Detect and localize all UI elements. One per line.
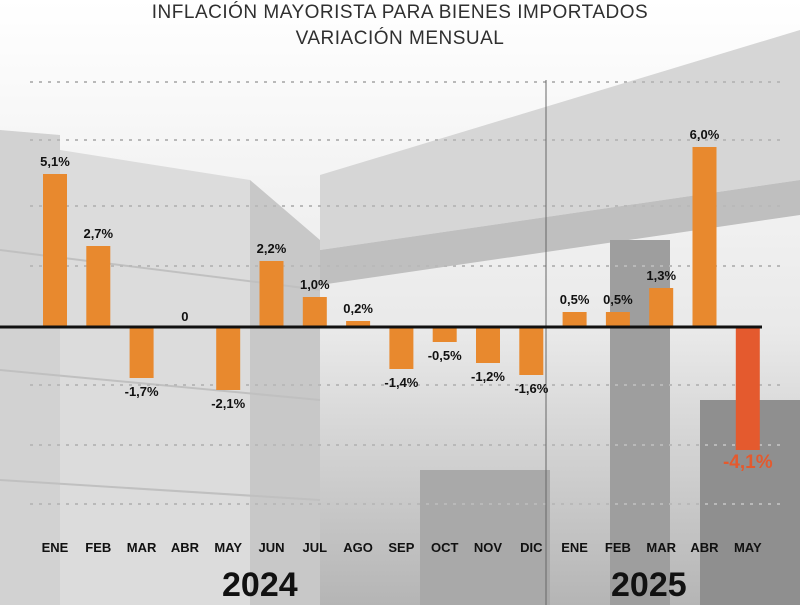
data-label: 5,1% <box>40 154 70 169</box>
bar <box>129 327 154 378</box>
data-label: -0,5% <box>428 348 462 363</box>
bar <box>216 327 241 390</box>
x-tick-label: ENE <box>42 540 69 555</box>
x-tick-label: ABR <box>690 540 719 555</box>
x-tick-label: OCT <box>431 540 459 555</box>
x-tick-label: MAR <box>646 540 676 555</box>
data-label: 2,7% <box>83 226 113 241</box>
bar <box>86 246 111 327</box>
x-tick-label: NOV <box>474 540 503 555</box>
chart-subtitle: VARIACIÓN MENSUAL <box>295 28 505 49</box>
x-tick-label: ENE <box>561 540 588 555</box>
x-tick-label: AGO <box>343 540 373 555</box>
data-label: 0,2% <box>343 301 373 316</box>
x-tick-label: MAR <box>127 540 157 555</box>
x-tick-label: FEB <box>85 540 111 555</box>
year-label-2025: 2025 <box>611 566 687 604</box>
x-tick-label: MAY <box>214 540 242 555</box>
data-label: -2,1% <box>211 396 245 411</box>
bar <box>605 312 630 327</box>
bar <box>562 312 587 327</box>
data-label: 2,2% <box>257 241 287 256</box>
data-label: 0 <box>181 309 188 324</box>
data-label: -1,4% <box>384 375 418 390</box>
bar <box>735 327 760 450</box>
data-label: 6,0% <box>690 127 720 142</box>
bar <box>302 297 327 327</box>
data-label: -1,2% <box>471 369 505 384</box>
bar <box>432 327 457 342</box>
chart-title: INFLACIÓN MAYORISTA PARA BIENES IMPORTAD… <box>151 2 649 23</box>
bar <box>389 327 414 369</box>
data-label: 0,5% <box>560 292 590 307</box>
x-tick-label: MAY <box>734 540 762 555</box>
data-label: -1,7% <box>125 384 159 399</box>
bar <box>519 327 544 375</box>
data-label: -4,1% <box>723 452 773 473</box>
bar <box>476 327 500 363</box>
x-tick-label: JUN <box>258 540 284 555</box>
bar <box>259 261 284 327</box>
bar <box>692 147 717 327</box>
data-label: 1,0% <box>300 277 330 292</box>
year-label-2024: 2024 <box>222 566 298 604</box>
x-tick-label: SEP <box>388 540 414 555</box>
x-tick-label: DIC <box>520 540 543 555</box>
bar <box>346 321 371 327</box>
data-label: -1,6% <box>514 381 548 396</box>
bar <box>43 174 67 327</box>
x-tick-label: FEB <box>605 540 631 555</box>
data-label: 1,3% <box>646 268 676 283</box>
x-tick-label: ABR <box>171 540 200 555</box>
x-tick-label: JUL <box>303 540 328 555</box>
bar <box>649 288 674 327</box>
data-label: 0,5% <box>603 292 633 307</box>
